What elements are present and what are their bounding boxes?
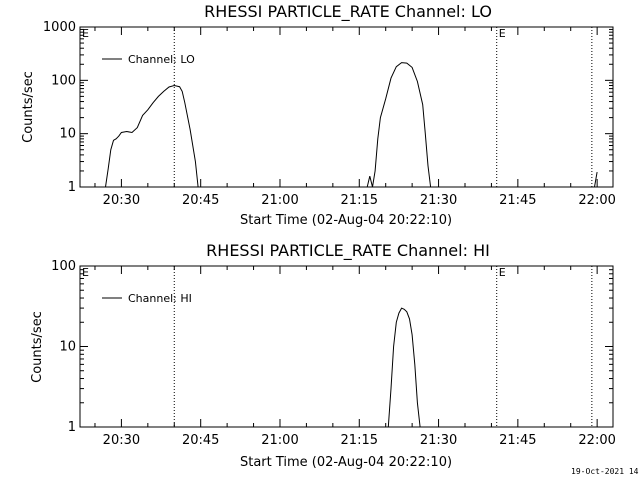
legend-label: Channel: HI xyxy=(128,292,192,305)
x-tick-label: 20:45 xyxy=(182,433,219,448)
y-axis-label: Counts/sec xyxy=(21,71,36,143)
x-axis-ticks: 20:30 20:45 21:00 21:15 21:30 21:45 22:00 xyxy=(94,27,616,208)
x-tick-label: 21:00 xyxy=(261,193,298,208)
y-tick-label: 1 xyxy=(68,180,76,195)
plot-frame xyxy=(79,265,614,428)
x-tick-label: 22:00 xyxy=(578,193,615,208)
x-axis-ticks: 20:30 20:45 21:00 21:15 21:30 21:45 22:00 xyxy=(94,266,616,448)
x-tick-label: 21:45 xyxy=(499,433,536,448)
plot-frame xyxy=(79,26,614,188)
footer-timestamp: 19-Oct-2021 14:50 xyxy=(571,467,640,476)
event-marker-label: E xyxy=(499,27,506,40)
panel-hi: RHESSI PARTICLE_RATE Channel: HI Counts/… xyxy=(30,241,616,470)
series-line-hi xyxy=(387,307,421,428)
x-axis-label: Start Time (02-Aug-04 20:22:10) xyxy=(240,213,452,228)
x-tick-label: 21:30 xyxy=(420,193,457,208)
x-axis-label: Start Time (02-Aug-04 20:22:10) xyxy=(240,455,452,470)
event-marker-label: E xyxy=(82,27,89,40)
y-axis-ticks: 1 10 100 1000 xyxy=(43,20,613,195)
chart-title: RHESSI PARTICLE_RATE Channel: LO xyxy=(204,2,492,22)
x-tick-label: 20:45 xyxy=(182,193,219,208)
x-tick-label: 22:00 xyxy=(578,433,615,448)
x-tick-label: 20:30 xyxy=(103,193,140,208)
x-tick-label: 21:30 xyxy=(420,433,457,448)
y-axis-ticks: 1 10 100 xyxy=(51,259,613,435)
legend-label: Channel: LO xyxy=(128,53,195,66)
x-tick-label: 21:00 xyxy=(261,433,298,448)
panel-lo: RHESSI PARTICLE_RATE Channel: LO Counts/… xyxy=(21,2,616,228)
event-marker-label: E xyxy=(82,266,89,279)
x-tick-label: 21:45 xyxy=(499,193,536,208)
x-tick-label: 20:30 xyxy=(103,433,140,448)
x-tick-label: 21:15 xyxy=(341,433,378,448)
y-tick-label: 10 xyxy=(59,127,76,142)
y-tick-label: 1 xyxy=(68,420,76,435)
y-tick-label: 100 xyxy=(51,259,76,274)
y-axis-label: Counts/sec xyxy=(30,311,45,383)
chart-title: RHESSI PARTICLE_RATE Channel: HI xyxy=(206,241,490,261)
y-tick-label: 10 xyxy=(59,340,76,355)
y-tick-label: 1000 xyxy=(43,20,76,35)
series-line-lo xyxy=(105,62,598,188)
event-marker-label: E xyxy=(499,266,506,279)
x-tick-label: 21:15 xyxy=(341,193,378,208)
y-tick-label: 100 xyxy=(51,73,76,88)
